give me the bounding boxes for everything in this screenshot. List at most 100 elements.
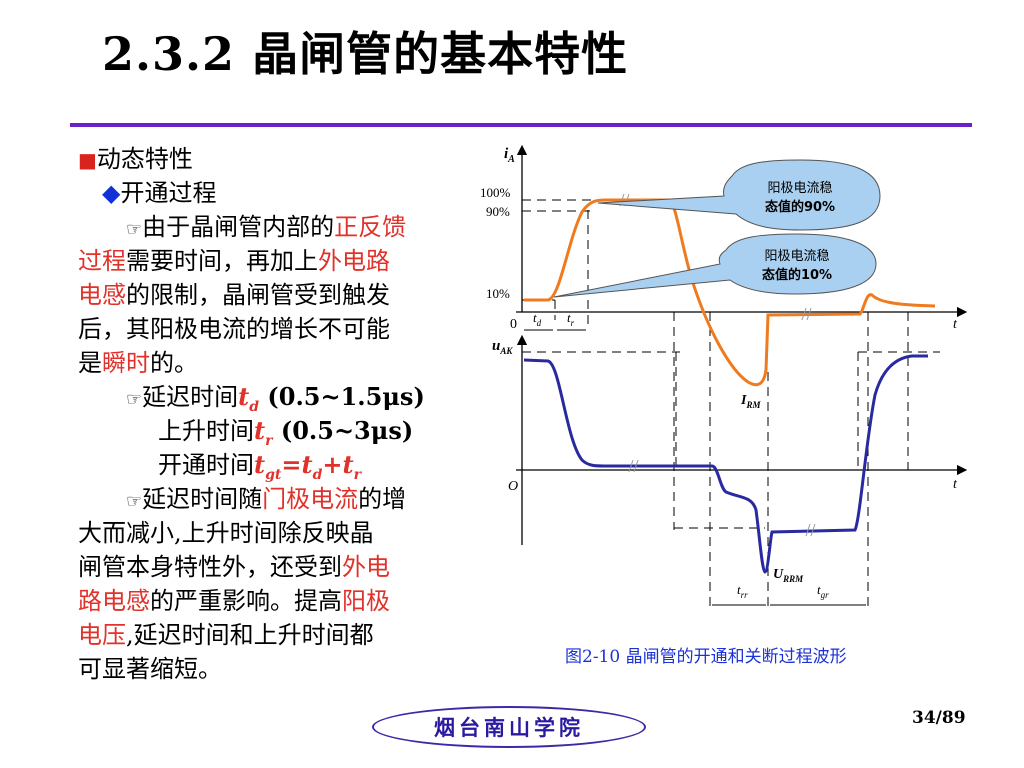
subheading: 开通过程	[120, 179, 217, 207]
highlight: 电感	[78, 281, 126, 309]
highlight: 阳极	[342, 587, 390, 615]
symbol: t	[301, 450, 313, 479]
waveform-figure: 阳极电流稳 态值的90% 阳极电流稳 态值的10% iA 100% 90% 10…	[480, 144, 968, 612]
anode-current-curve	[524, 198, 936, 387]
text: ,延迟时间和上升时间都	[126, 621, 374, 649]
t-axis-label-top: t	[953, 317, 958, 332]
text: 延迟时间	[142, 383, 239, 411]
text: 的严重影响。提高	[150, 587, 342, 615]
callout-90-line2: 态值的90%	[765, 199, 835, 215]
label-zero: 0	[510, 317, 517, 332]
symbol-sub: gt	[265, 467, 282, 483]
body-text: ■动态特性 ◆开通过程 ☞由于晶闸管内部的正反馈 过程需要时间，再加上外电路 电…	[78, 142, 478, 686]
break-mark	[801, 307, 807, 321]
break-mark	[810, 523, 816, 537]
callout-10-line1: 阳极电流稳	[764, 248, 829, 264]
page-title: 2.3.2 晶闸管的基本特性	[102, 27, 629, 81]
para1-line5: 是瞬时的。	[78, 346, 478, 380]
ia-label: iA	[504, 146, 515, 165]
para3-line1: ☞延迟时间随门极电流的增	[78, 482, 478, 516]
callout-10-bubble	[553, 233, 877, 298]
time-markers	[524, 329, 866, 606]
text: 的限制，晶闸管受到触发	[126, 281, 390, 309]
value: (0.5~1.5μs)	[259, 382, 425, 411]
para2-line1: ☞延迟时间td (0.5~1.5μs)	[78, 380, 478, 415]
value: (0.5~3μs)	[272, 416, 414, 445]
text: 由于晶闸管内部的	[142, 213, 335, 241]
origin-label: O	[508, 479, 518, 494]
break-marks	[619, 193, 816, 537]
callout-10-line2: 态值的10%	[762, 267, 832, 283]
page-number: 34/89	[912, 708, 966, 728]
label-100pct: 100%	[480, 185, 511, 200]
para1-line4: 后，其阳极电流的增长不可能	[78, 312, 478, 346]
diamond-bullet-icon: ◆	[102, 179, 121, 207]
dashed-guides	[522, 199, 940, 612]
t-axis-label-bottom: t	[953, 477, 958, 492]
heading: 动态特性	[96, 145, 193, 173]
highlight: 电压	[78, 621, 126, 649]
uak-label: uAK	[492, 338, 513, 356]
para1-line2: 过程需要时间，再加上外电路	[78, 244, 478, 278]
symbol-sub: d	[249, 399, 260, 415]
para1-line3: 电感的限制，晶闸管受到触发	[78, 278, 478, 312]
highlight: 过程	[78, 247, 126, 275]
figure-caption: 图2-10 晶闸管的开通和关断过程波形	[565, 647, 847, 667]
para3-line3: 闸管本身特性外，还受到外电	[78, 550, 478, 584]
text: 上升时间	[158, 417, 254, 445]
label-90pct: 90%	[486, 204, 510, 219]
break-mark	[628, 459, 634, 473]
break-mark	[806, 307, 812, 321]
heading-line: ■动态特性	[78, 142, 478, 176]
irm-label: IRM	[740, 393, 761, 410]
break-mark	[633, 459, 639, 473]
para2-line3: 开通时间tgt=td+tr	[78, 448, 478, 483]
hand-pointer-icon: ☞	[126, 219, 143, 240]
break-mark	[805, 523, 811, 537]
school-badge: 烟台南山学院	[372, 706, 646, 748]
highlight: 外电路	[318, 247, 390, 275]
text: 可显著缩短。	[78, 655, 222, 683]
highlight: 门极电流	[262, 485, 359, 513]
para3-line6: 可显著缩短。	[78, 652, 478, 686]
tgr-label: tgr	[817, 582, 829, 600]
square-bullet-icon: ■	[78, 148, 97, 172]
subheading-line: ◆开通过程	[78, 176, 478, 210]
text: 闸管本身特性外，还受到	[78, 553, 342, 581]
symbol: t	[342, 450, 354, 479]
para3-line5: 电压,延迟时间和上升时间都	[78, 618, 478, 652]
symbol: t	[254, 450, 266, 479]
highlight: 正反馈	[334, 213, 407, 241]
symbol-sub: r	[353, 467, 361, 483]
highlight: 瞬时	[102, 349, 150, 377]
callout-90-bubble	[597, 159, 881, 231]
symbol-sub: r	[265, 433, 273, 449]
symbol: t	[238, 382, 250, 411]
para1-line1: ☞由于晶闸管内部的正反馈	[78, 210, 478, 244]
text: 需要时间，再加上	[126, 247, 318, 275]
label-tr: tr	[567, 310, 575, 328]
symbol: +	[322, 450, 343, 479]
symbol-sub: d	[312, 467, 323, 483]
hand-pointer-icon: ☞	[126, 389, 143, 410]
callout-90-line1: 阳极电流稳	[767, 180, 832, 196]
label-td: td	[533, 310, 542, 328]
text: 后，其阳极电流的增长不可能	[78, 315, 390, 343]
text: 的增	[358, 485, 407, 513]
highlight: 外电	[342, 553, 390, 581]
highlight: 路电感	[78, 587, 150, 615]
label-10pct: 10%	[486, 286, 510, 301]
text: 延迟时间随	[142, 485, 263, 513]
text: 开通时间	[158, 451, 254, 479]
urrm-label: URRM	[773, 567, 804, 584]
text: 大而减小,上升时间除反映晶	[78, 519, 374, 547]
text: 是	[78, 349, 102, 377]
text: 的。	[150, 349, 198, 377]
axes	[516, 144, 968, 545]
para3-line2: 大而减小,上升时间除反映晶	[78, 516, 478, 550]
anode-voltage-curve	[523, 354, 928, 574]
trr-label: trr	[737, 582, 748, 600]
symbol: t	[254, 416, 266, 445]
title-divider	[70, 123, 972, 127]
para3-line4: 路电感的严重影响。提高阳极	[78, 584, 478, 618]
